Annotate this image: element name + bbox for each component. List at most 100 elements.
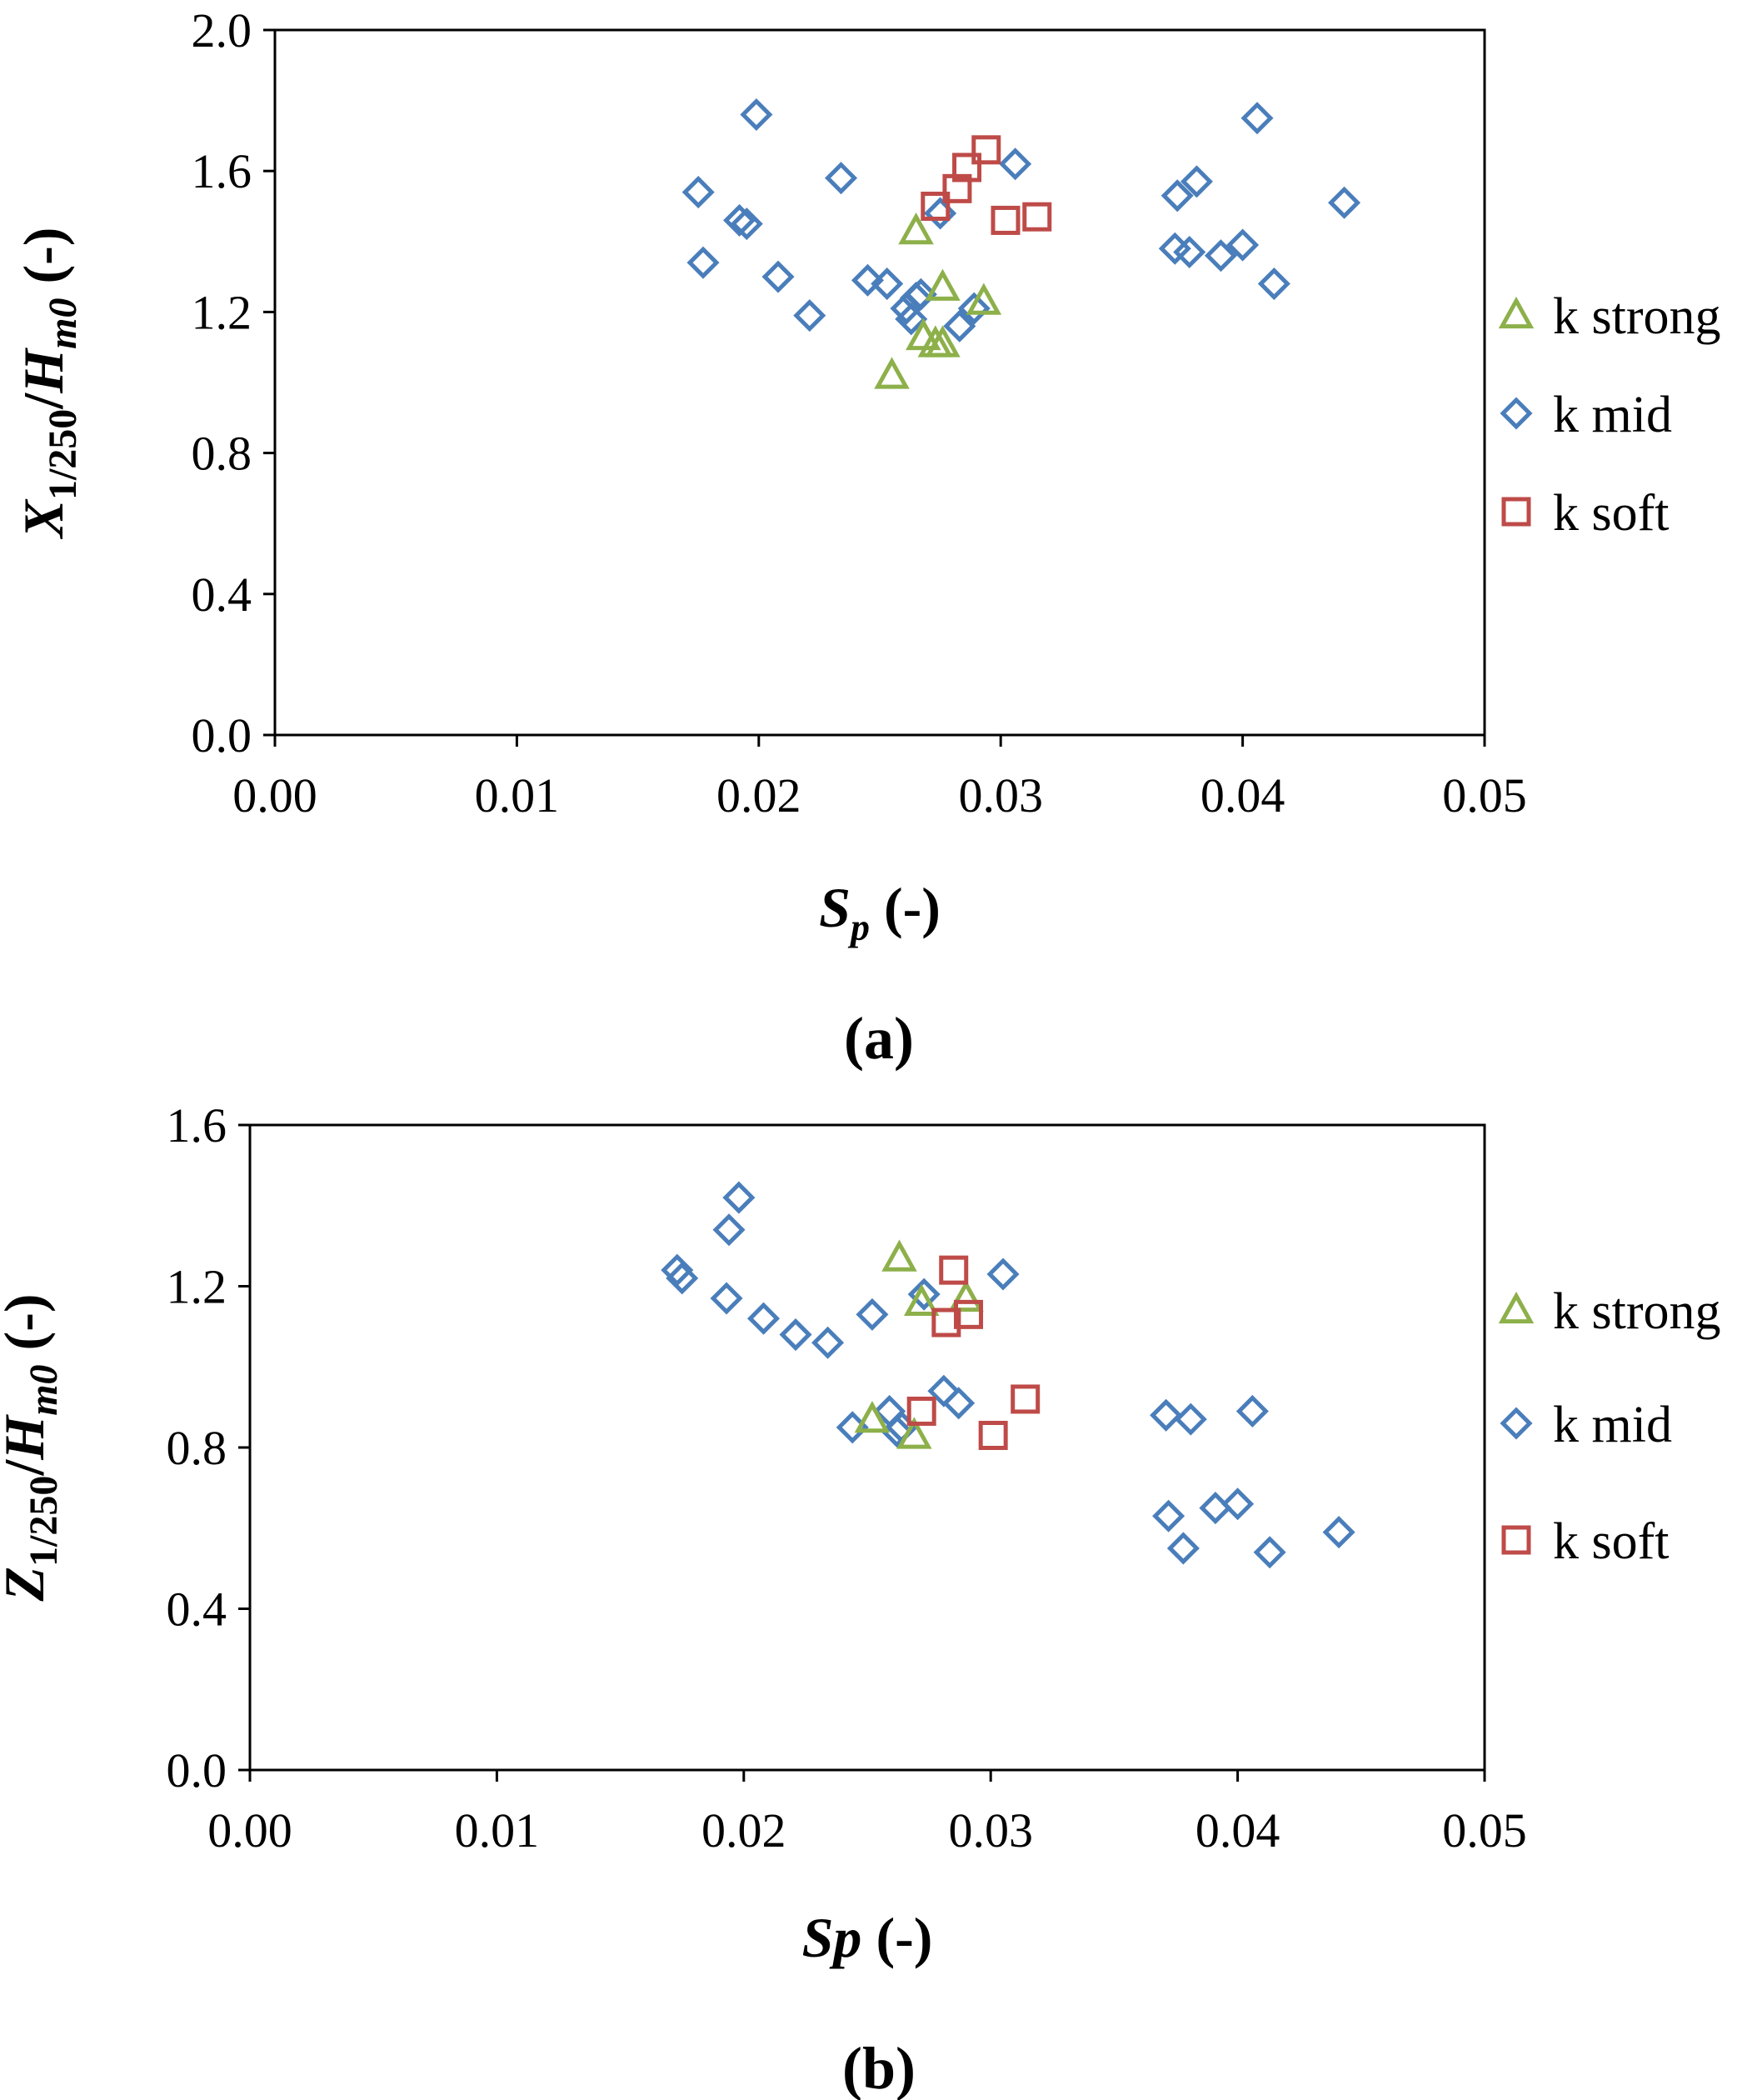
data-point bbox=[943, 309, 976, 342]
data-point bbox=[1221, 1488, 1255, 1521]
data-point bbox=[851, 263, 885, 297]
y-tick-label: 0.4 bbox=[192, 568, 252, 622]
data-point bbox=[952, 152, 982, 182]
legend-label: k soft bbox=[1553, 485, 1670, 542]
data-point bbox=[986, 1258, 1020, 1291]
data-point bbox=[954, 1299, 984, 1329]
y-tick-label: 0.4 bbox=[167, 1582, 227, 1637]
chart-b: 0.0 0.4 0.8 1.2 1.6 0.00 0.01 0.02 0.03 0.04 0.05 S… bbox=[0, 1098, 1721, 2100]
data-point bbox=[854, 1400, 891, 1433]
data-point bbox=[907, 1278, 941, 1311]
y-tick-label: 0.8 bbox=[192, 427, 252, 481]
data-point bbox=[999, 148, 1032, 181]
x-tick-label: 0.04 bbox=[1195, 1803, 1280, 1858]
series-k-mid bbox=[661, 1181, 1355, 1569]
data-point bbox=[966, 282, 1002, 315]
data-point bbox=[666, 1262, 699, 1295]
series-k-mid bbox=[681, 98, 1361, 342]
series-k-soft bbox=[921, 135, 1052, 235]
legend-marker bbox=[1501, 497, 1531, 527]
data-point bbox=[1166, 1532, 1200, 1565]
x-tick-label: 0.00 bbox=[232, 768, 317, 822]
y-axis-label: X1/250/Hm0 (-) bbox=[12, 228, 85, 540]
data-point bbox=[906, 1396, 936, 1426]
data-point bbox=[1253, 1536, 1286, 1569]
x-axis-label: Sp (-) bbox=[802, 1906, 933, 1969]
data-point bbox=[1011, 1384, 1041, 1414]
y-tick-label: 1.6 bbox=[167, 1098, 227, 1152]
y-tick-label: 1.6 bbox=[192, 144, 252, 198]
data-point bbox=[811, 1326, 845, 1359]
data-point bbox=[1173, 235, 1206, 269]
data-point bbox=[681, 176, 715, 209]
data-point bbox=[942, 173, 972, 203]
data-point bbox=[1174, 1402, 1207, 1436]
legend-marker bbox=[1498, 1291, 1535, 1324]
data-point bbox=[1199, 1492, 1232, 1525]
legend: k strong k mid k soft bbox=[1498, 288, 1721, 542]
data-point bbox=[925, 268, 961, 301]
data-point bbox=[971, 135, 1001, 165]
data-point bbox=[931, 1308, 961, 1338]
x-axis-label: Sp (-) bbox=[819, 876, 941, 948]
data-point bbox=[856, 1298, 889, 1331]
data-point bbox=[825, 162, 858, 195]
x-tick-label: 0.02 bbox=[701, 1803, 786, 1858]
data-point bbox=[939, 1255, 969, 1285]
data-point bbox=[1322, 1516, 1355, 1549]
data-point bbox=[871, 268, 904, 301]
x-tick-label: 0.00 bbox=[207, 1803, 292, 1858]
legend-marker bbox=[1498, 296, 1535, 329]
x-tick-label: 0.04 bbox=[1200, 768, 1285, 822]
data-point bbox=[1180, 165, 1213, 198]
y-tick-label: 0.8 bbox=[167, 1421, 227, 1475]
data-point bbox=[1257, 268, 1290, 301]
data-point bbox=[957, 292, 991, 325]
legend-label: k strong bbox=[1553, 1283, 1721, 1340]
data-point bbox=[1240, 102, 1274, 135]
data-point bbox=[746, 1302, 781, 1335]
data-point bbox=[874, 357, 910, 389]
data-point bbox=[895, 302, 928, 336]
data-point bbox=[1226, 228, 1260, 262]
series-k-strong bbox=[874, 212, 1002, 389]
y-tick-label: 0.0 bbox=[192, 708, 252, 762]
data-point bbox=[712, 1213, 746, 1247]
data-point bbox=[903, 1283, 940, 1316]
data-point bbox=[779, 1318, 812, 1352]
legend-marker bbox=[1500, 397, 1533, 430]
x-tick-label: 0.05 bbox=[1442, 1803, 1527, 1858]
data-point bbox=[881, 1239, 917, 1272]
data-point bbox=[761, 260, 795, 293]
x-tick-label: 0.03 bbox=[958, 768, 1043, 822]
data-point bbox=[723, 203, 756, 237]
data-point bbox=[942, 1387, 976, 1420]
legend: k strong k mid k soft bbox=[1498, 1283, 1721, 1570]
legend-label: k soft bbox=[1553, 1513, 1670, 1570]
data-point bbox=[948, 1279, 984, 1312]
data-point bbox=[1161, 179, 1194, 212]
x-tick-label: 0.02 bbox=[716, 768, 801, 822]
y-axis-label: Z1/250/Hm0 (-) bbox=[0, 1294, 66, 1602]
legend-label: k mid bbox=[1553, 387, 1672, 443]
legend-label: k strong bbox=[1553, 288, 1721, 345]
figure-caption: (a) bbox=[844, 1005, 914, 1072]
y-tick-label: 1.2 bbox=[167, 1260, 227, 1314]
data-point bbox=[1235, 1394, 1269, 1428]
y-tick-label: 0.0 bbox=[167, 1743, 227, 1798]
data-point bbox=[1022, 202, 1052, 232]
data-point bbox=[793, 299, 826, 332]
legend-marker bbox=[1501, 1525, 1531, 1555]
legend-label: k mid bbox=[1553, 1397, 1672, 1453]
data-point bbox=[925, 325, 961, 358]
plot-area bbox=[248, 1123, 1486, 1772]
y-tick-label: 1.2 bbox=[192, 285, 252, 339]
data-point bbox=[730, 208, 763, 241]
data-point bbox=[686, 246, 720, 279]
data-point bbox=[722, 1181, 756, 1214]
data-point bbox=[1328, 186, 1361, 219]
data-point bbox=[978, 1420, 1008, 1450]
plot-area bbox=[273, 28, 1486, 737]
data-point bbox=[740, 98, 773, 132]
